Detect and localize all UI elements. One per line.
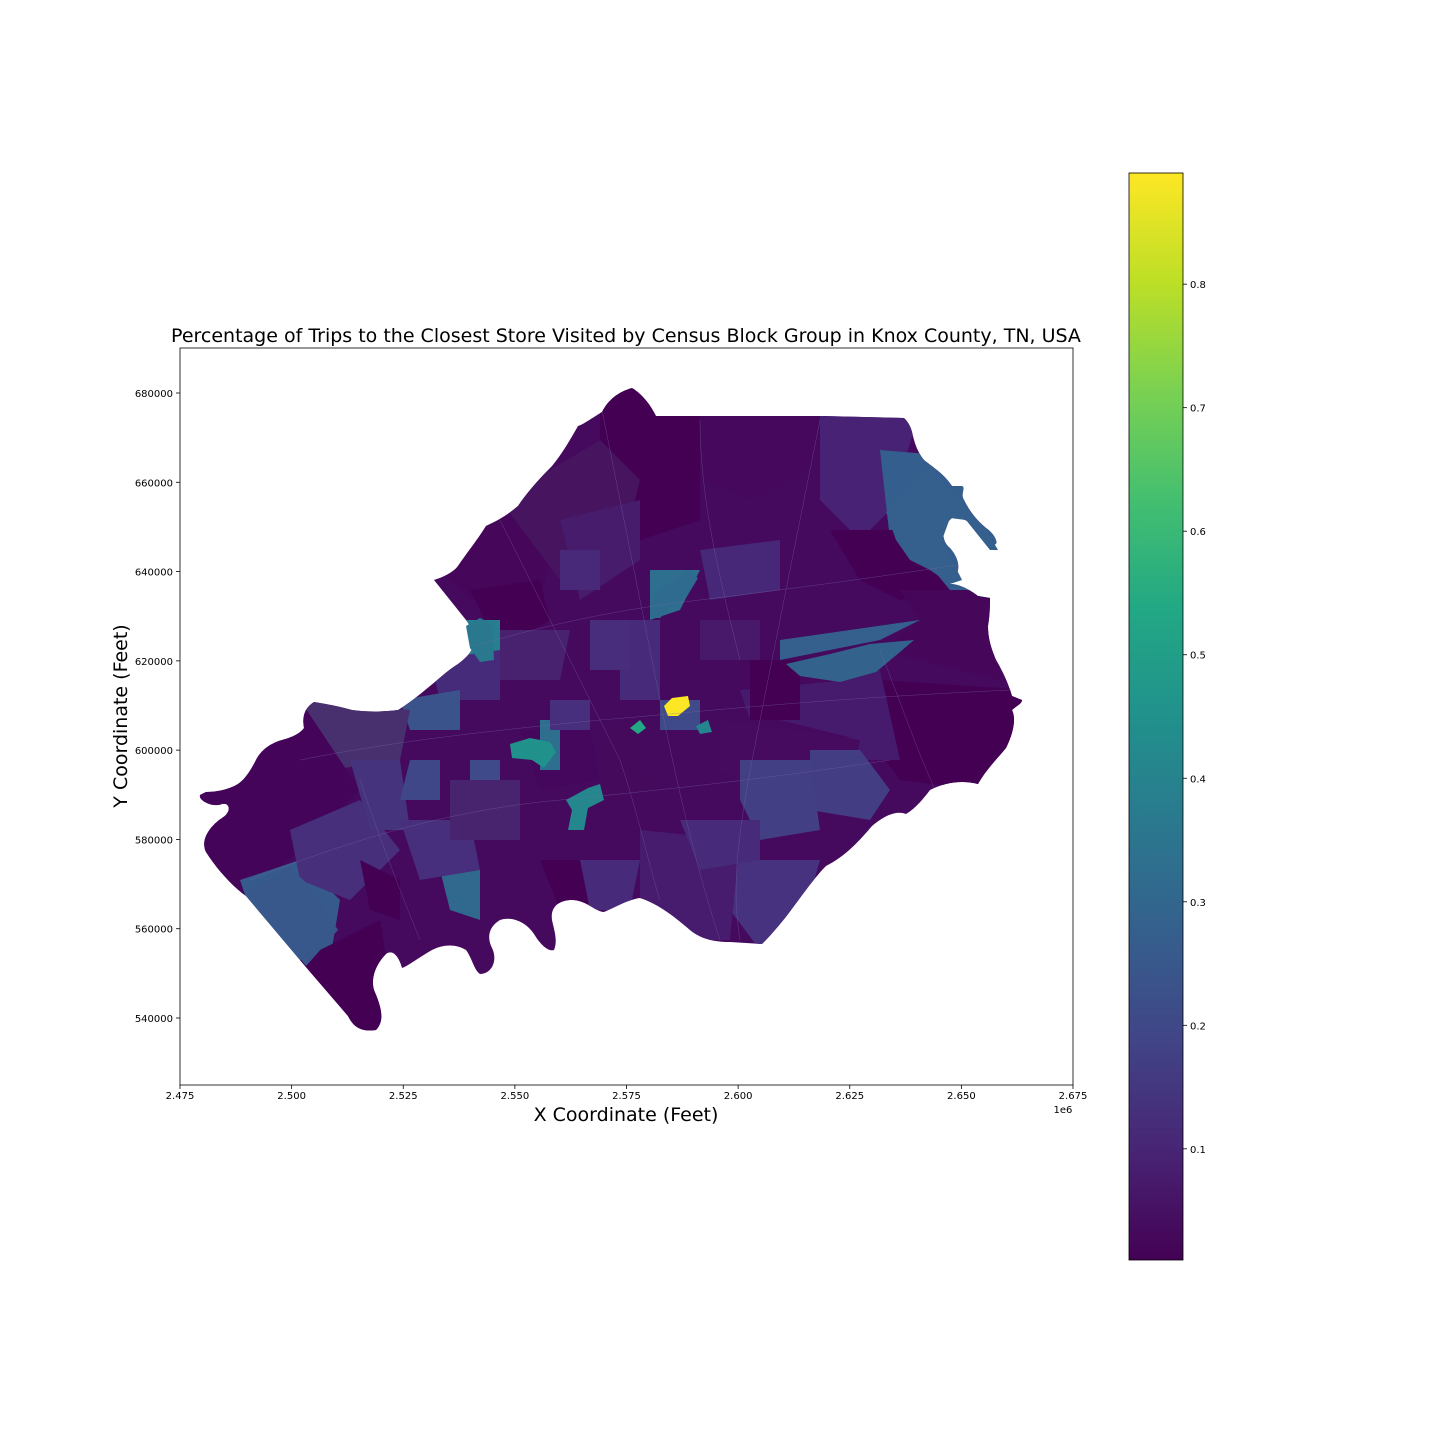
x-tick-label: 2.500: [277, 1091, 306, 1102]
colorbar-tick-label: 0.8: [1190, 280, 1206, 291]
y-tick-label: 640000: [135, 568, 173, 579]
x-tick-label: 2.675: [1059, 1091, 1088, 1102]
colorbar-tick-label: 0.4: [1190, 774, 1206, 785]
block-group: [550, 700, 590, 730]
x-axis: 2.475 2.500 2.525 2.550 2.575 2.600 2.625 2.650…: [166, 1085, 1088, 1102]
colorbar-gradient: [1128, 172, 1184, 1261]
block-group: [750, 660, 800, 720]
block-group: [880, 590, 1000, 680]
block-group-blue: [248, 868, 338, 966]
colorbar-axis: 0.1 0.2 0.3 0.4 0.5 0.6 0.7 0.8: [1183, 280, 1206, 1156]
y-tick-label: 620000: [135, 657, 173, 668]
block-group: [600, 720, 650, 800]
block-group: [700, 620, 760, 660]
block-group-teal: [466, 618, 494, 662]
colorbar-tick-label: 0.3: [1190, 898, 1206, 909]
block-group: [440, 870, 480, 920]
block-group: [360, 860, 400, 920]
x-tick-label: 2.575: [612, 1091, 641, 1102]
y-tick-label: 680000: [135, 389, 173, 400]
block-group-teal: [510, 738, 556, 768]
x-tick-label: 2.650: [947, 1091, 976, 1102]
block-group-highest: [664, 696, 690, 716]
block-group-teal: [650, 572, 698, 618]
colorbar-tick-label: 0.7: [1190, 404, 1206, 415]
block-group-blue: [886, 470, 998, 584]
boundary-lines: [249, 399, 1011, 941]
block-group: [400, 760, 440, 800]
x-tick-label: 2.525: [389, 1091, 418, 1102]
block-group: [590, 620, 630, 670]
x-offset-label: 1e6: [1054, 1105, 1073, 1116]
colorbar-tick-label: 0.2: [1190, 1021, 1206, 1032]
colorbar-tick-label: 0.6: [1190, 527, 1206, 538]
x-tick-label: 2.600: [724, 1091, 753, 1102]
block-group-teal: [566, 784, 604, 830]
block-group: [580, 860, 640, 910]
block-group: [820, 410, 920, 540]
y-tick-label: 560000: [135, 925, 173, 936]
y-axis: 540000 560000 580000 600000 620000 640000 6600…: [135, 389, 180, 1025]
block-group: [560, 550, 600, 590]
block-group: [500, 630, 570, 680]
block-group: [780, 620, 920, 660]
y-axis-label: Y Coordinate (Feet): [110, 624, 132, 808]
x-tick-label: 2.550: [501, 1091, 530, 1102]
block-group: [830, 530, 950, 600]
x-tick-label: 2.475: [166, 1091, 195, 1102]
block-group-teal: [630, 720, 646, 734]
block-group: [470, 580, 550, 650]
block-group: [810, 750, 890, 820]
block-group: [400, 690, 460, 730]
block-group: [350, 760, 410, 830]
chart-title: Percentage of Trips to the Closest Store…: [171, 325, 1081, 347]
block-group: [700, 410, 830, 500]
y-tick-label: 580000: [135, 835, 173, 846]
block-group: [700, 540, 780, 600]
colorbar-tick-label: 0.1: [1190, 1145, 1206, 1156]
y-tick-label: 660000: [135, 478, 173, 489]
colorbar: 0.1 0.2 0.3 0.4 0.5 0.6 0.7 0.8: [1128, 172, 1206, 1261]
x-axis-label: X Coordinate (Feet): [534, 1104, 719, 1126]
colorbar-tick-label: 0.5: [1190, 651, 1206, 662]
x-tick-label: 2.625: [835, 1091, 864, 1102]
block-group-blue: [786, 640, 914, 682]
block-group: [870, 680, 1022, 790]
y-tick-label: 600000: [135, 746, 173, 757]
y-tick-label: 540000: [135, 1014, 173, 1025]
block-group-teal: [696, 720, 712, 734]
